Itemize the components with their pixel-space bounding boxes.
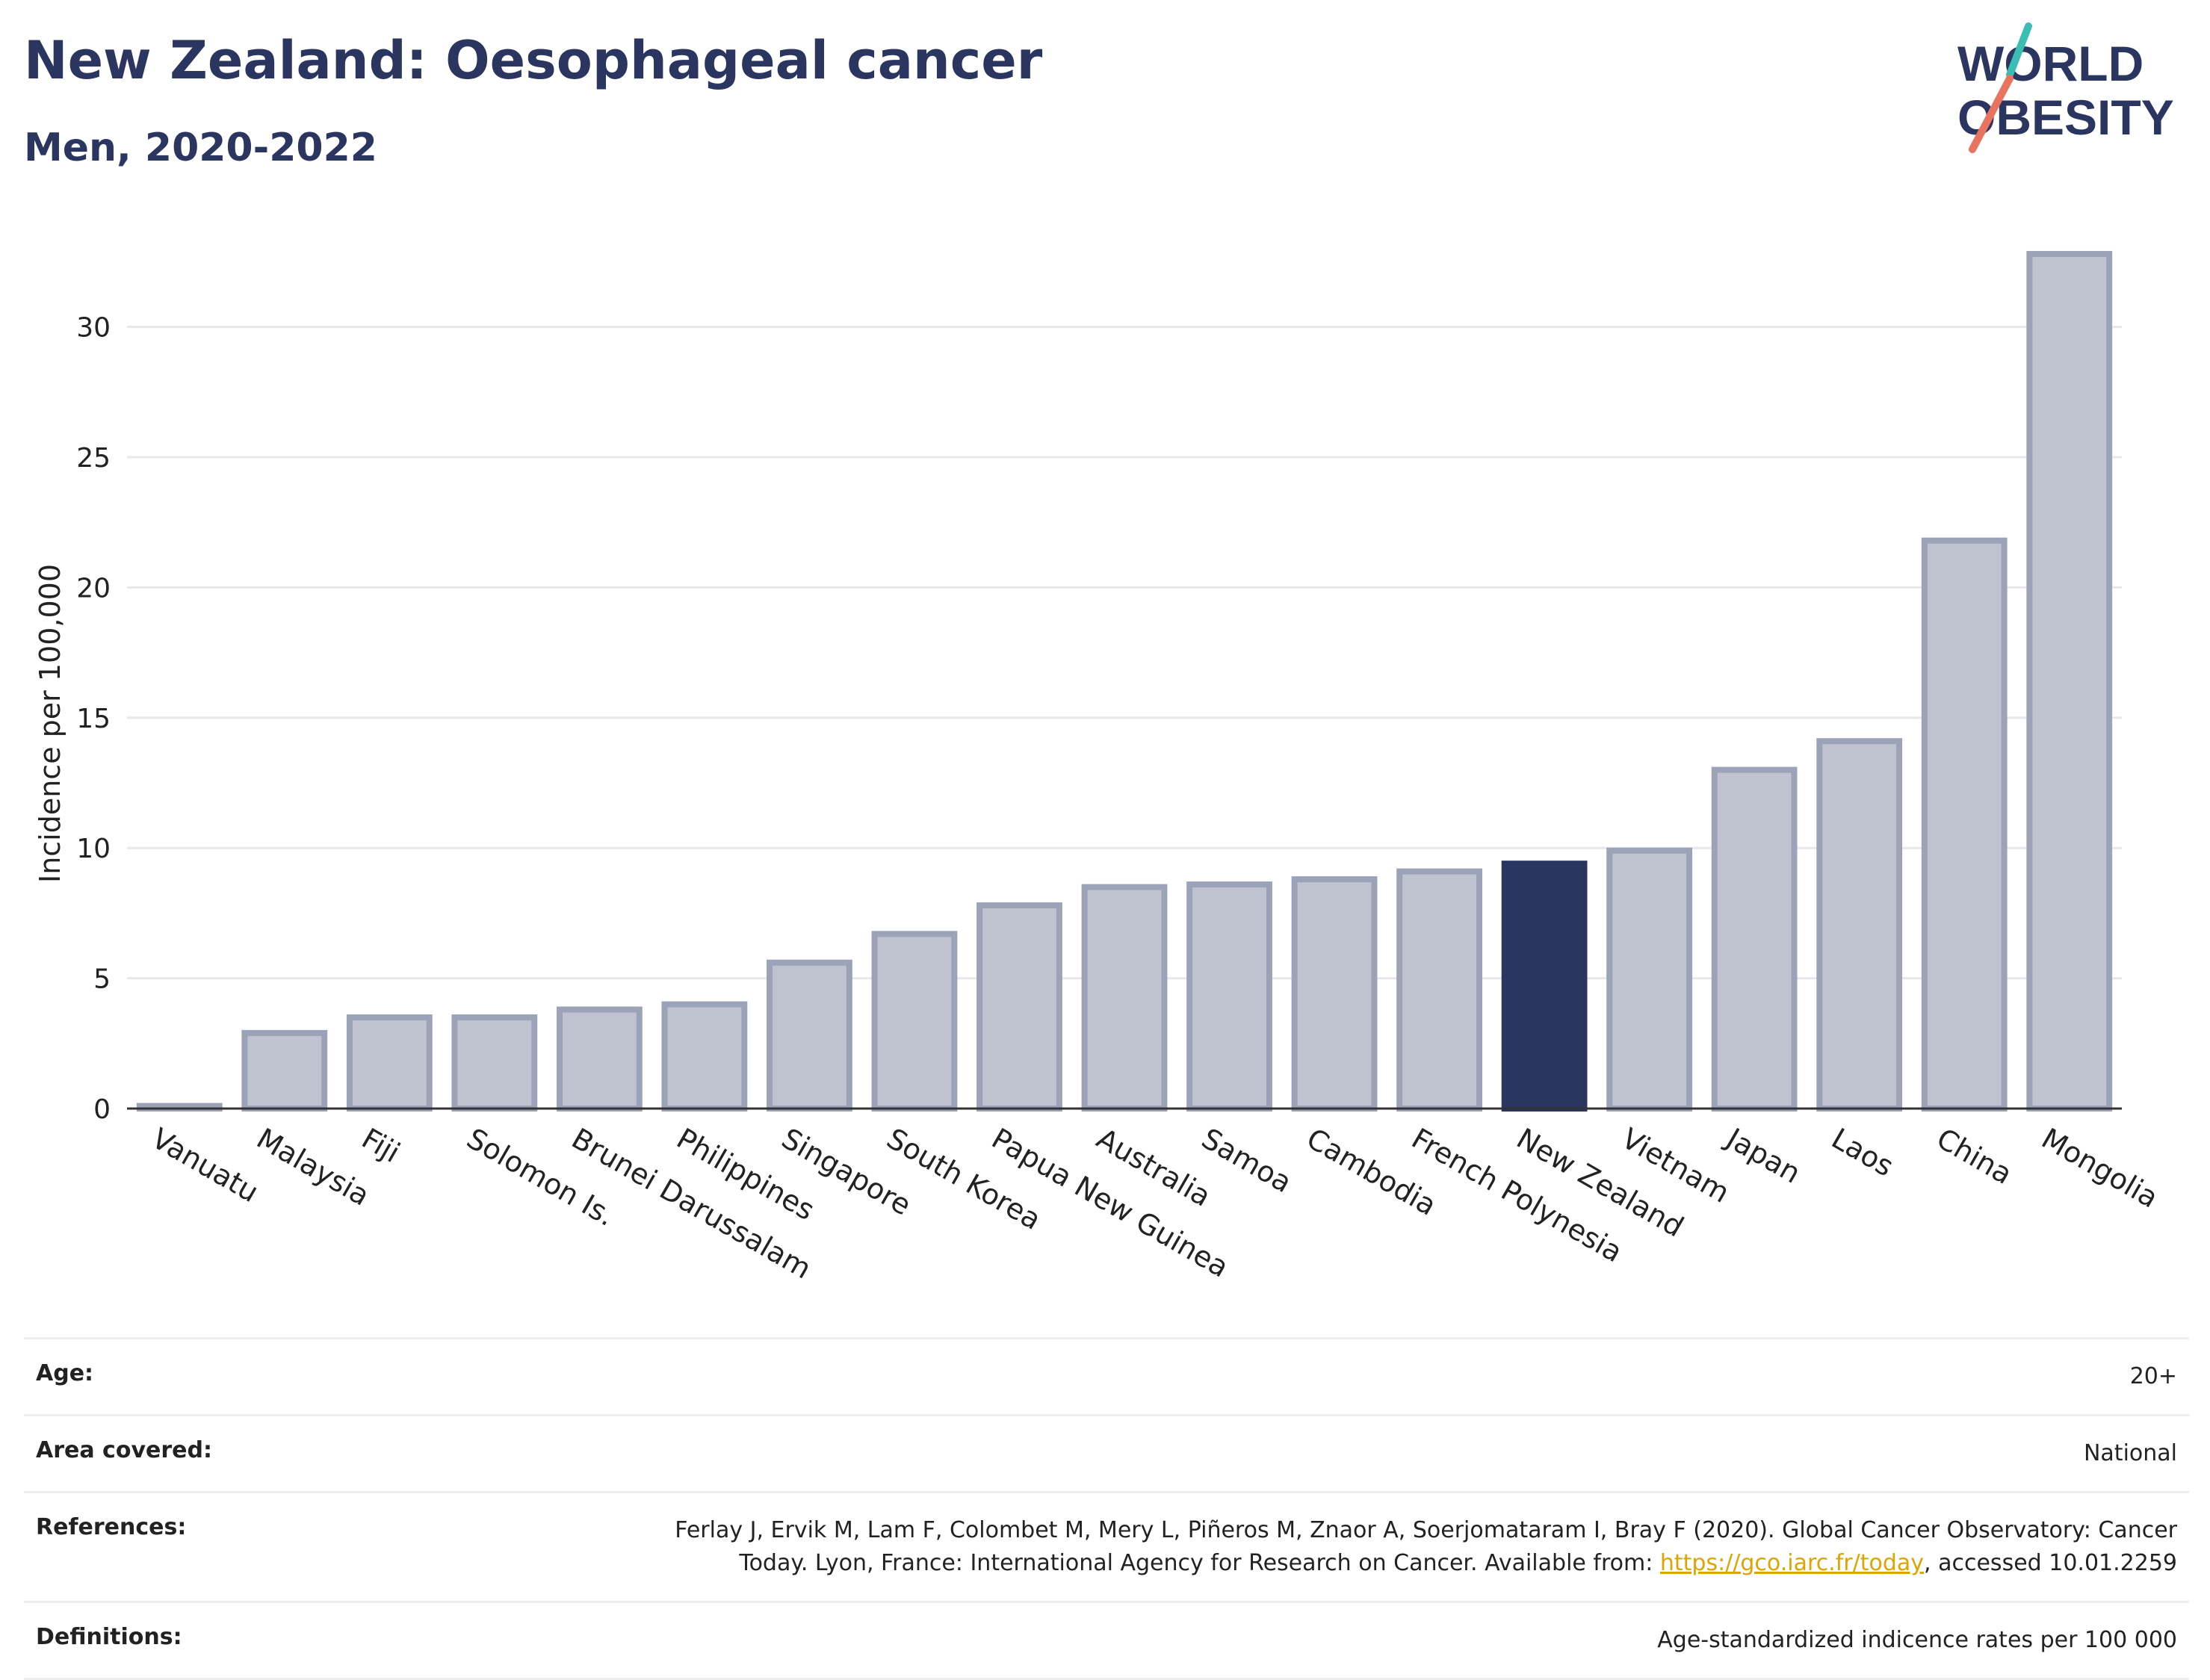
age-value: 20+ bbox=[421, 1337, 2189, 1416]
x-tick-label: Malaysia bbox=[251, 1122, 375, 1212]
logo-slash-bottom bbox=[1969, 75, 2014, 153]
x-tick-label: Vanuatu bbox=[146, 1122, 264, 1209]
y-tick-label: 5 bbox=[93, 964, 111, 995]
y-tick-label: 30 bbox=[76, 313, 111, 344]
bar-japan bbox=[1711, 766, 1798, 1112]
meta-row-references: References: Ferlay J, Ervik M, Lam F, Co… bbox=[24, 1491, 2189, 1603]
y-tick-label: 20 bbox=[76, 573, 111, 604]
metadata-table: Age: 20+ Area covered: National Referenc… bbox=[24, 1337, 2189, 1680]
meta-row-age: Age: 20+ bbox=[24, 1337, 2189, 1416]
area-label: Area covered: bbox=[24, 1414, 421, 1493]
bar-australia bbox=[1081, 884, 1168, 1112]
bar-solomon-is- bbox=[451, 1014, 538, 1112]
bar-vietnam bbox=[1606, 847, 1693, 1112]
bar-papua-new-guinea bbox=[976, 902, 1062, 1112]
x-tick-label: Mongolia bbox=[2036, 1122, 2164, 1215]
y-axis-ticks: 0 5 10 15 20 25 30 bbox=[76, 313, 111, 1125]
bar-samoa bbox=[1186, 881, 1272, 1112]
references-label: References: bbox=[24, 1491, 421, 1603]
logo-slash-top bbox=[2006, 22, 2032, 78]
bar-fiji bbox=[346, 1014, 433, 1112]
references-link[interactable]: https://gco.iarc.fr/today bbox=[1659, 1550, 1925, 1576]
bar-laos bbox=[1816, 738, 1903, 1112]
y-axis-label: Incidence per 100,000 bbox=[34, 564, 66, 883]
bar-south-korea bbox=[871, 931, 958, 1112]
chart-subtitle: Men, 2020-2022 bbox=[24, 125, 377, 170]
bar-china bbox=[1921, 537, 2008, 1112]
bar-new-zealand bbox=[1501, 861, 1588, 1112]
bar-french-polynesia bbox=[1396, 868, 1482, 1112]
x-tick-label: Laos bbox=[1826, 1122, 1899, 1183]
y-tick-label: 15 bbox=[76, 704, 111, 734]
x-tick-label: Fiji bbox=[356, 1122, 406, 1169]
bar-brunei-darussalam bbox=[556, 1006, 643, 1112]
x-tick-label: China bbox=[1931, 1122, 2018, 1191]
bar-singapore bbox=[767, 959, 852, 1112]
definitions-label: Definitions: bbox=[24, 1601, 421, 1680]
bars bbox=[136, 250, 2113, 1112]
meta-row-area: Area covered: National bbox=[24, 1414, 2189, 1493]
references-value: Ferlay J, Ervik M, Lam F, Colombet M, Me… bbox=[421, 1491, 2189, 1603]
logo-text-obesity: OBESITY bbox=[1957, 90, 2174, 145]
references-line1: Ferlay J, Ervik M, Lam F, Colombet M, Me… bbox=[675, 1517, 2177, 1543]
bar-malaysia bbox=[241, 1029, 328, 1112]
y-tick-label: 10 bbox=[76, 834, 111, 864]
y-tick-label: 0 bbox=[93, 1094, 111, 1125]
area-value: National bbox=[421, 1414, 2189, 1493]
bar-philippines bbox=[661, 1001, 748, 1112]
chart-title: New Zealand: Oesophageal cancer bbox=[24, 30, 1043, 91]
logo-text-world: WORLD bbox=[1957, 36, 2144, 91]
age-label: Age: bbox=[24, 1337, 421, 1416]
references-line2-post: , accessed 10.01.2259 bbox=[1924, 1550, 2177, 1576]
references-line2-pre: Today. Lyon, France: International Agenc… bbox=[739, 1550, 1660, 1576]
definitions-value: Age-standardized indicence rates per 100… bbox=[421, 1601, 2189, 1680]
meta-row-definitions: Definitions: Age-standardized indicence … bbox=[24, 1601, 2189, 1680]
y-tick-label: 25 bbox=[76, 443, 111, 474]
bar-cambodia bbox=[1291, 876, 1378, 1112]
bar-mongolia bbox=[2026, 250, 2113, 1112]
world-obesity-logo: WORLD OBESITY bbox=[1957, 22, 2174, 153]
